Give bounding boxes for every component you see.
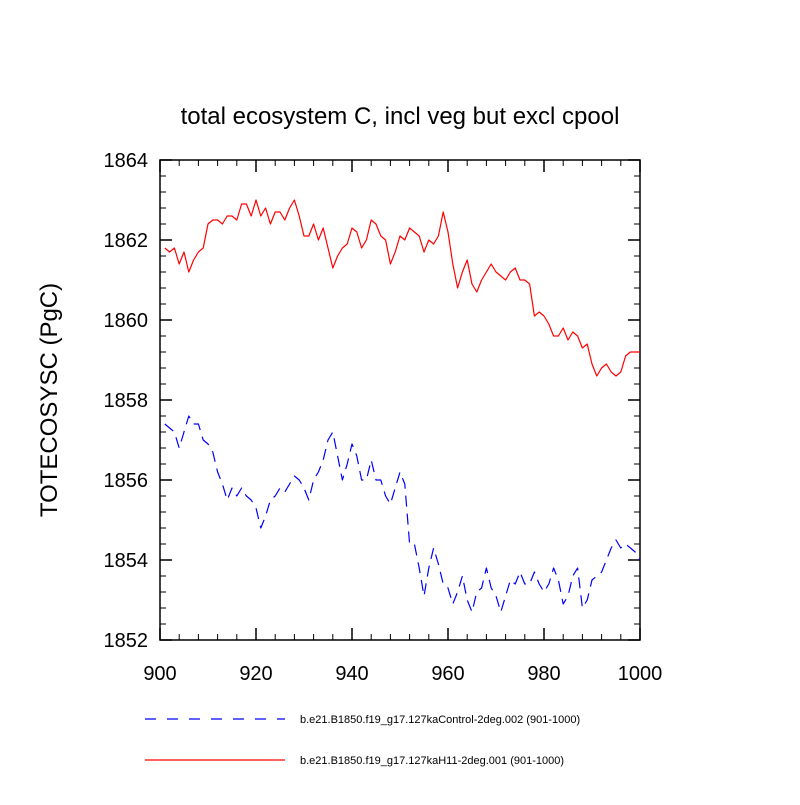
x-tick-label: 980 bbox=[527, 663, 560, 685]
y-tick-label: 1858 bbox=[104, 390, 149, 412]
major-ticks bbox=[159, 159, 641, 641]
x-tick-label: 1000 bbox=[618, 663, 663, 685]
y-tick-label: 1854 bbox=[104, 550, 149, 572]
series-lines bbox=[164, 199, 641, 613]
y-axis-label: TOTECOSYSC (PgC) bbox=[36, 283, 63, 517]
series-line-control bbox=[164, 415, 641, 613]
chart-title: total ecosystem C, incl veg but excl cpo… bbox=[181, 103, 620, 130]
x-tick-label: 920 bbox=[239, 663, 272, 685]
x-tick-label: 940 bbox=[335, 663, 368, 685]
y-tick-label: 1856 bbox=[104, 470, 149, 492]
series-line-h11 bbox=[164, 199, 640, 377]
y-tick-label: 1864 bbox=[104, 150, 149, 172]
legend-label: b.e21.B1850.f19_g17.127kaH11-2deg.001 (9… bbox=[300, 755, 564, 767]
y-tick-label: 1852 bbox=[104, 630, 149, 652]
plot-frame bbox=[159, 159, 641, 641]
legend-label: b.e21.B1850.f19_g17.127kaControl-2deg.00… bbox=[300, 714, 580, 726]
minor-ticks bbox=[159, 159, 641, 641]
tick-labels: 900 920 940 960 980 1000 1852 1854 1856 1858 1860 1… bbox=[104, 150, 663, 685]
legend: b.e21.B1850.f19_g17.127kaControl-2deg.00… bbox=[145, 714, 580, 767]
y-tick-label: 1862 bbox=[104, 230, 149, 252]
x-tick-label: 960 bbox=[431, 663, 464, 685]
y-tick-label: 1860 bbox=[104, 310, 149, 332]
x-tick-label: 900 bbox=[143, 663, 176, 685]
